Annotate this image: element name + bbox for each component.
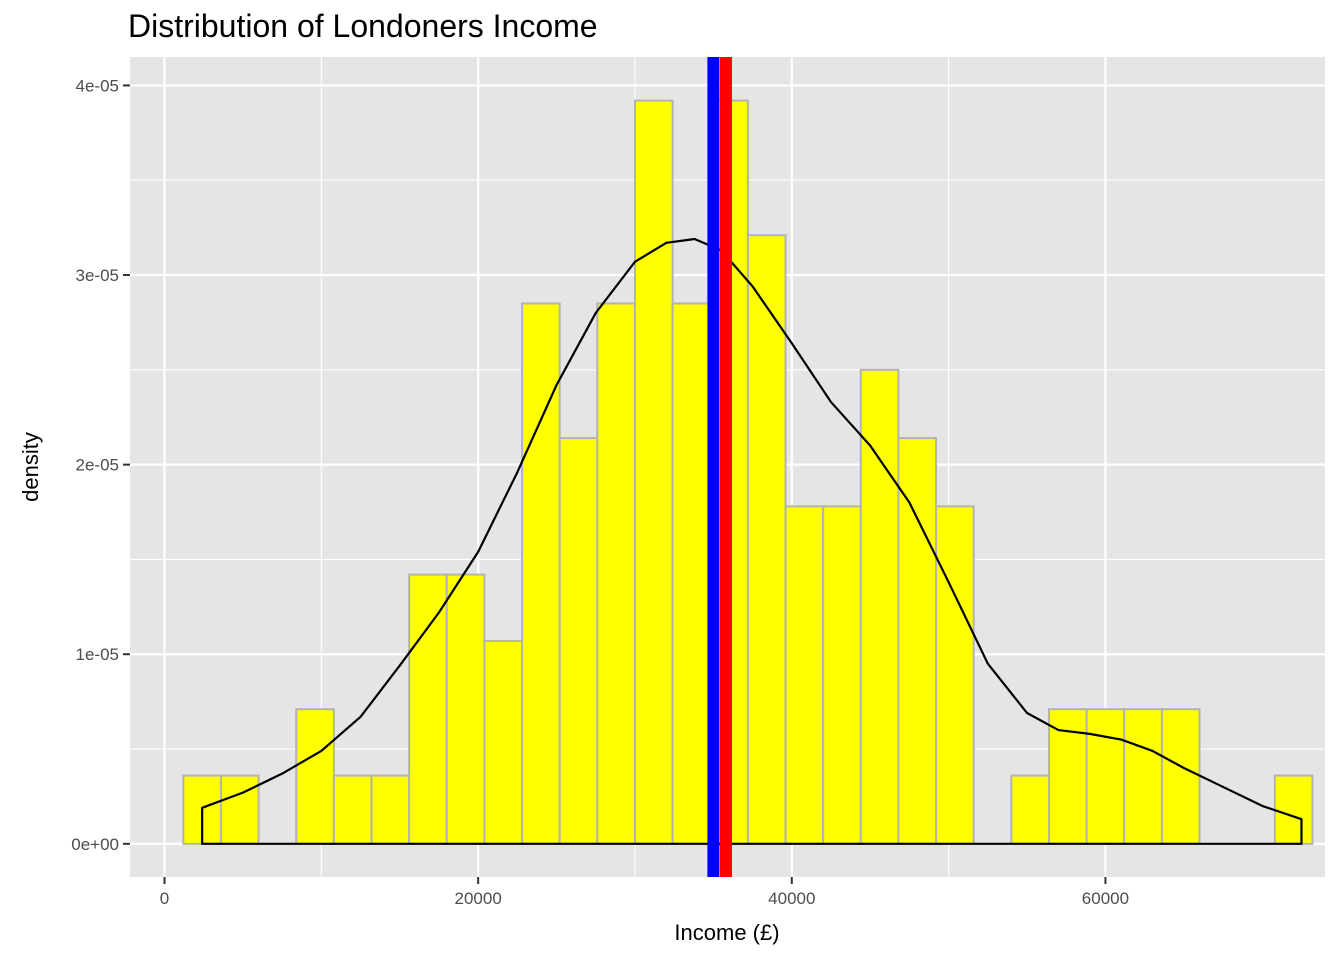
x-axis: 0 20000 40000 60000 <box>160 877 1129 908</box>
density-curve-group <box>201 237 1303 845</box>
reference-lines <box>707 57 732 877</box>
y-tick-label: 2e-05 <box>76 456 119 475</box>
histogram-bar <box>633 99 674 845</box>
histogram-bar <box>332 774 373 845</box>
histogram-bar <box>1047 708 1088 845</box>
histogram-bar <box>370 774 411 845</box>
y-tick-label: 1e-05 <box>76 645 119 664</box>
histogram-bar <box>219 774 260 845</box>
y-tick-label: 0e+00 <box>71 835 119 854</box>
y-tick-label: 3e-05 <box>76 266 119 285</box>
x-tick-label: 0 <box>160 889 169 908</box>
histogram-bar <box>671 302 712 845</box>
chart-title: Distribution of Londoners Income <box>128 8 598 44</box>
histogram-bar <box>1085 708 1126 845</box>
histogram-bar <box>784 505 825 845</box>
y-tick-label: 4e-05 <box>76 76 119 95</box>
x-tick-label: 20000 <box>455 889 502 908</box>
histogram-bar <box>1160 708 1201 845</box>
histogram-bar <box>445 573 486 845</box>
histogram-bar <box>897 437 938 845</box>
density-curve <box>201 237 1303 845</box>
histogram-bar <box>596 302 636 845</box>
histogram-bar <box>822 505 862 845</box>
y-axis: 0e+00 1e-05 2e-05 3e-05 4e-05 <box>71 76 130 854</box>
histogram-bar <box>408 573 448 845</box>
histogram-bar <box>521 302 561 845</box>
histogram-bar <box>746 234 787 845</box>
x-tick-label: 40000 <box>768 889 815 908</box>
x-axis-title: Income (£) <box>674 920 779 945</box>
histogram-bar <box>295 708 335 845</box>
histogram-bars <box>182 99 1314 845</box>
histogram-bar <box>1010 774 1050 845</box>
histogram-bar <box>859 368 900 845</box>
histogram-bar <box>935 505 975 845</box>
histogram-bar <box>1273 774 1314 845</box>
histogram-bar <box>483 639 524 845</box>
x-tick-label: 60000 <box>1082 889 1129 908</box>
histogram-bar <box>1123 708 1163 845</box>
y-axis-title: density <box>18 432 43 502</box>
histogram-bar <box>558 437 599 845</box>
